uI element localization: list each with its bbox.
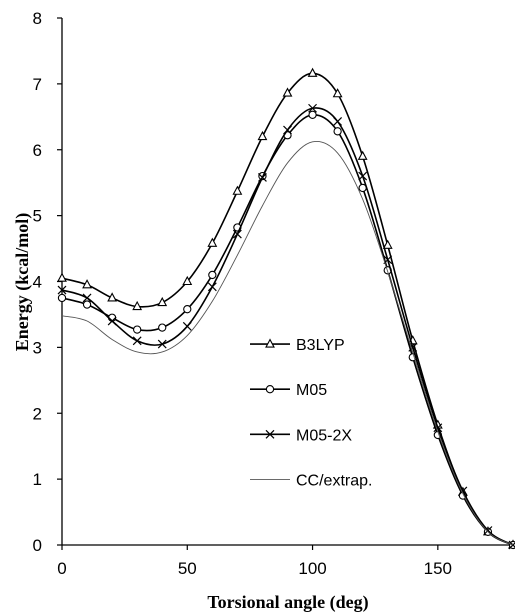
data-point-m05-2x (283, 125, 292, 135)
data-point-m05 (333, 127, 342, 136)
data-point-m05 (158, 323, 167, 332)
x-axis-title: Torsional angle (deg) (207, 592, 368, 612)
data-point-b3lyp (232, 185, 243, 195)
x-ticks: 0 50 100 150 (57, 545, 452, 578)
legend-label-m05: M05 (296, 382, 327, 399)
data-point-m05-2x (207, 282, 217, 292)
data-point-m05 (57, 293, 67, 303)
y-tick-label: 2 (33, 404, 42, 423)
data-point-m05-2x (358, 171, 368, 181)
data-point-m05 (208, 270, 217, 280)
data-point-m05-2x (157, 339, 167, 349)
data-point-b3lyp (382, 239, 393, 249)
legend-marker-m05 (265, 385, 275, 394)
data-point-m05 (133, 325, 142, 334)
data-point-b3lyp (107, 292, 118, 302)
data-point-m05 (183, 305, 192, 314)
data-point-m05-2x (57, 285, 67, 295)
data-point-m05-2x (182, 321, 192, 331)
data-point-m05-2x (483, 526, 493, 535)
series-layer (57, 67, 515, 550)
data-point-m05-2x (132, 336, 142, 346)
x-tick-label: 100 (298, 559, 326, 578)
legend-label-cc-extrap: CC/extrap. (296, 472, 372, 489)
series-b3lyp (57, 67, 515, 549)
y-tick-label: 7 (33, 75, 42, 94)
legend-item-b3lyp: B3LYP (250, 337, 345, 354)
y-tick-label: 3 (33, 338, 42, 357)
data-point-m05 (308, 110, 317, 119)
legend-item-m05-2x: M05-2X (250, 427, 352, 444)
x-tick-label: 50 (178, 559, 197, 578)
legend-item-m05: M05 (250, 382, 327, 399)
data-point-b3lyp (282, 87, 293, 97)
y-tick-label: 1 (33, 470, 42, 489)
data-point-m05 (82, 300, 92, 309)
axes (61, 18, 513, 546)
series-cc-extrap (61, 141, 514, 546)
legend-item-cc-extrap: CC/extrap. (250, 472, 372, 489)
data-point-b3lyp (207, 237, 218, 247)
data-point-m05-2x (258, 172, 267, 182)
data-point-m05-2x (82, 293, 92, 303)
series-m05 (57, 110, 515, 550)
y-tick-label: 4 (33, 273, 42, 292)
data-point-b3lyp (307, 67, 318, 77)
data-point-m05-2x (232, 229, 242, 239)
series-line-cc-extrap (61, 141, 514, 546)
data-point-b3lyp (82, 279, 92, 289)
data-point-b3lyp (157, 296, 168, 307)
y-tick-label: 0 (33, 536, 42, 555)
legend: B3LYP M05 M05-2X CC/extrap. (250, 337, 372, 489)
data-point-b3lyp (132, 300, 143, 311)
data-point-m05-2x (107, 316, 117, 326)
legend-label-b3lyp: B3LYP (296, 337, 345, 354)
data-point-b3lyp (182, 275, 193, 286)
series-m05-2x (57, 103, 515, 550)
data-point-b3lyp (257, 130, 268, 141)
y-axis-title: Energy (kcal/mol) (12, 213, 33, 351)
data-point-b3lyp (57, 272, 67, 282)
y-tick-label: 8 (33, 9, 42, 28)
y-tick-label: 5 (33, 207, 42, 226)
data-point-m05-2x (308, 103, 317, 113)
legend-label-m05-2x: M05-2X (296, 427, 352, 444)
series-line-b3lyp (61, 72, 514, 546)
legend-marker-b3lyp (265, 338, 275, 348)
legend-marker-m05-2x (265, 429, 275, 439)
x-tick-label: 0 (57, 559, 66, 578)
data-point-m05-2x (333, 116, 343, 126)
y-tick-label: 6 (33, 141, 42, 160)
data-point-b3lyp (332, 88, 343, 98)
x-tick-label: 150 (424, 559, 452, 578)
y-ticks: 0 1 2 3 4 5 6 7 8 (33, 9, 62, 555)
data-point-b3lyp (357, 150, 368, 160)
series-line-m05 (61, 114, 514, 546)
